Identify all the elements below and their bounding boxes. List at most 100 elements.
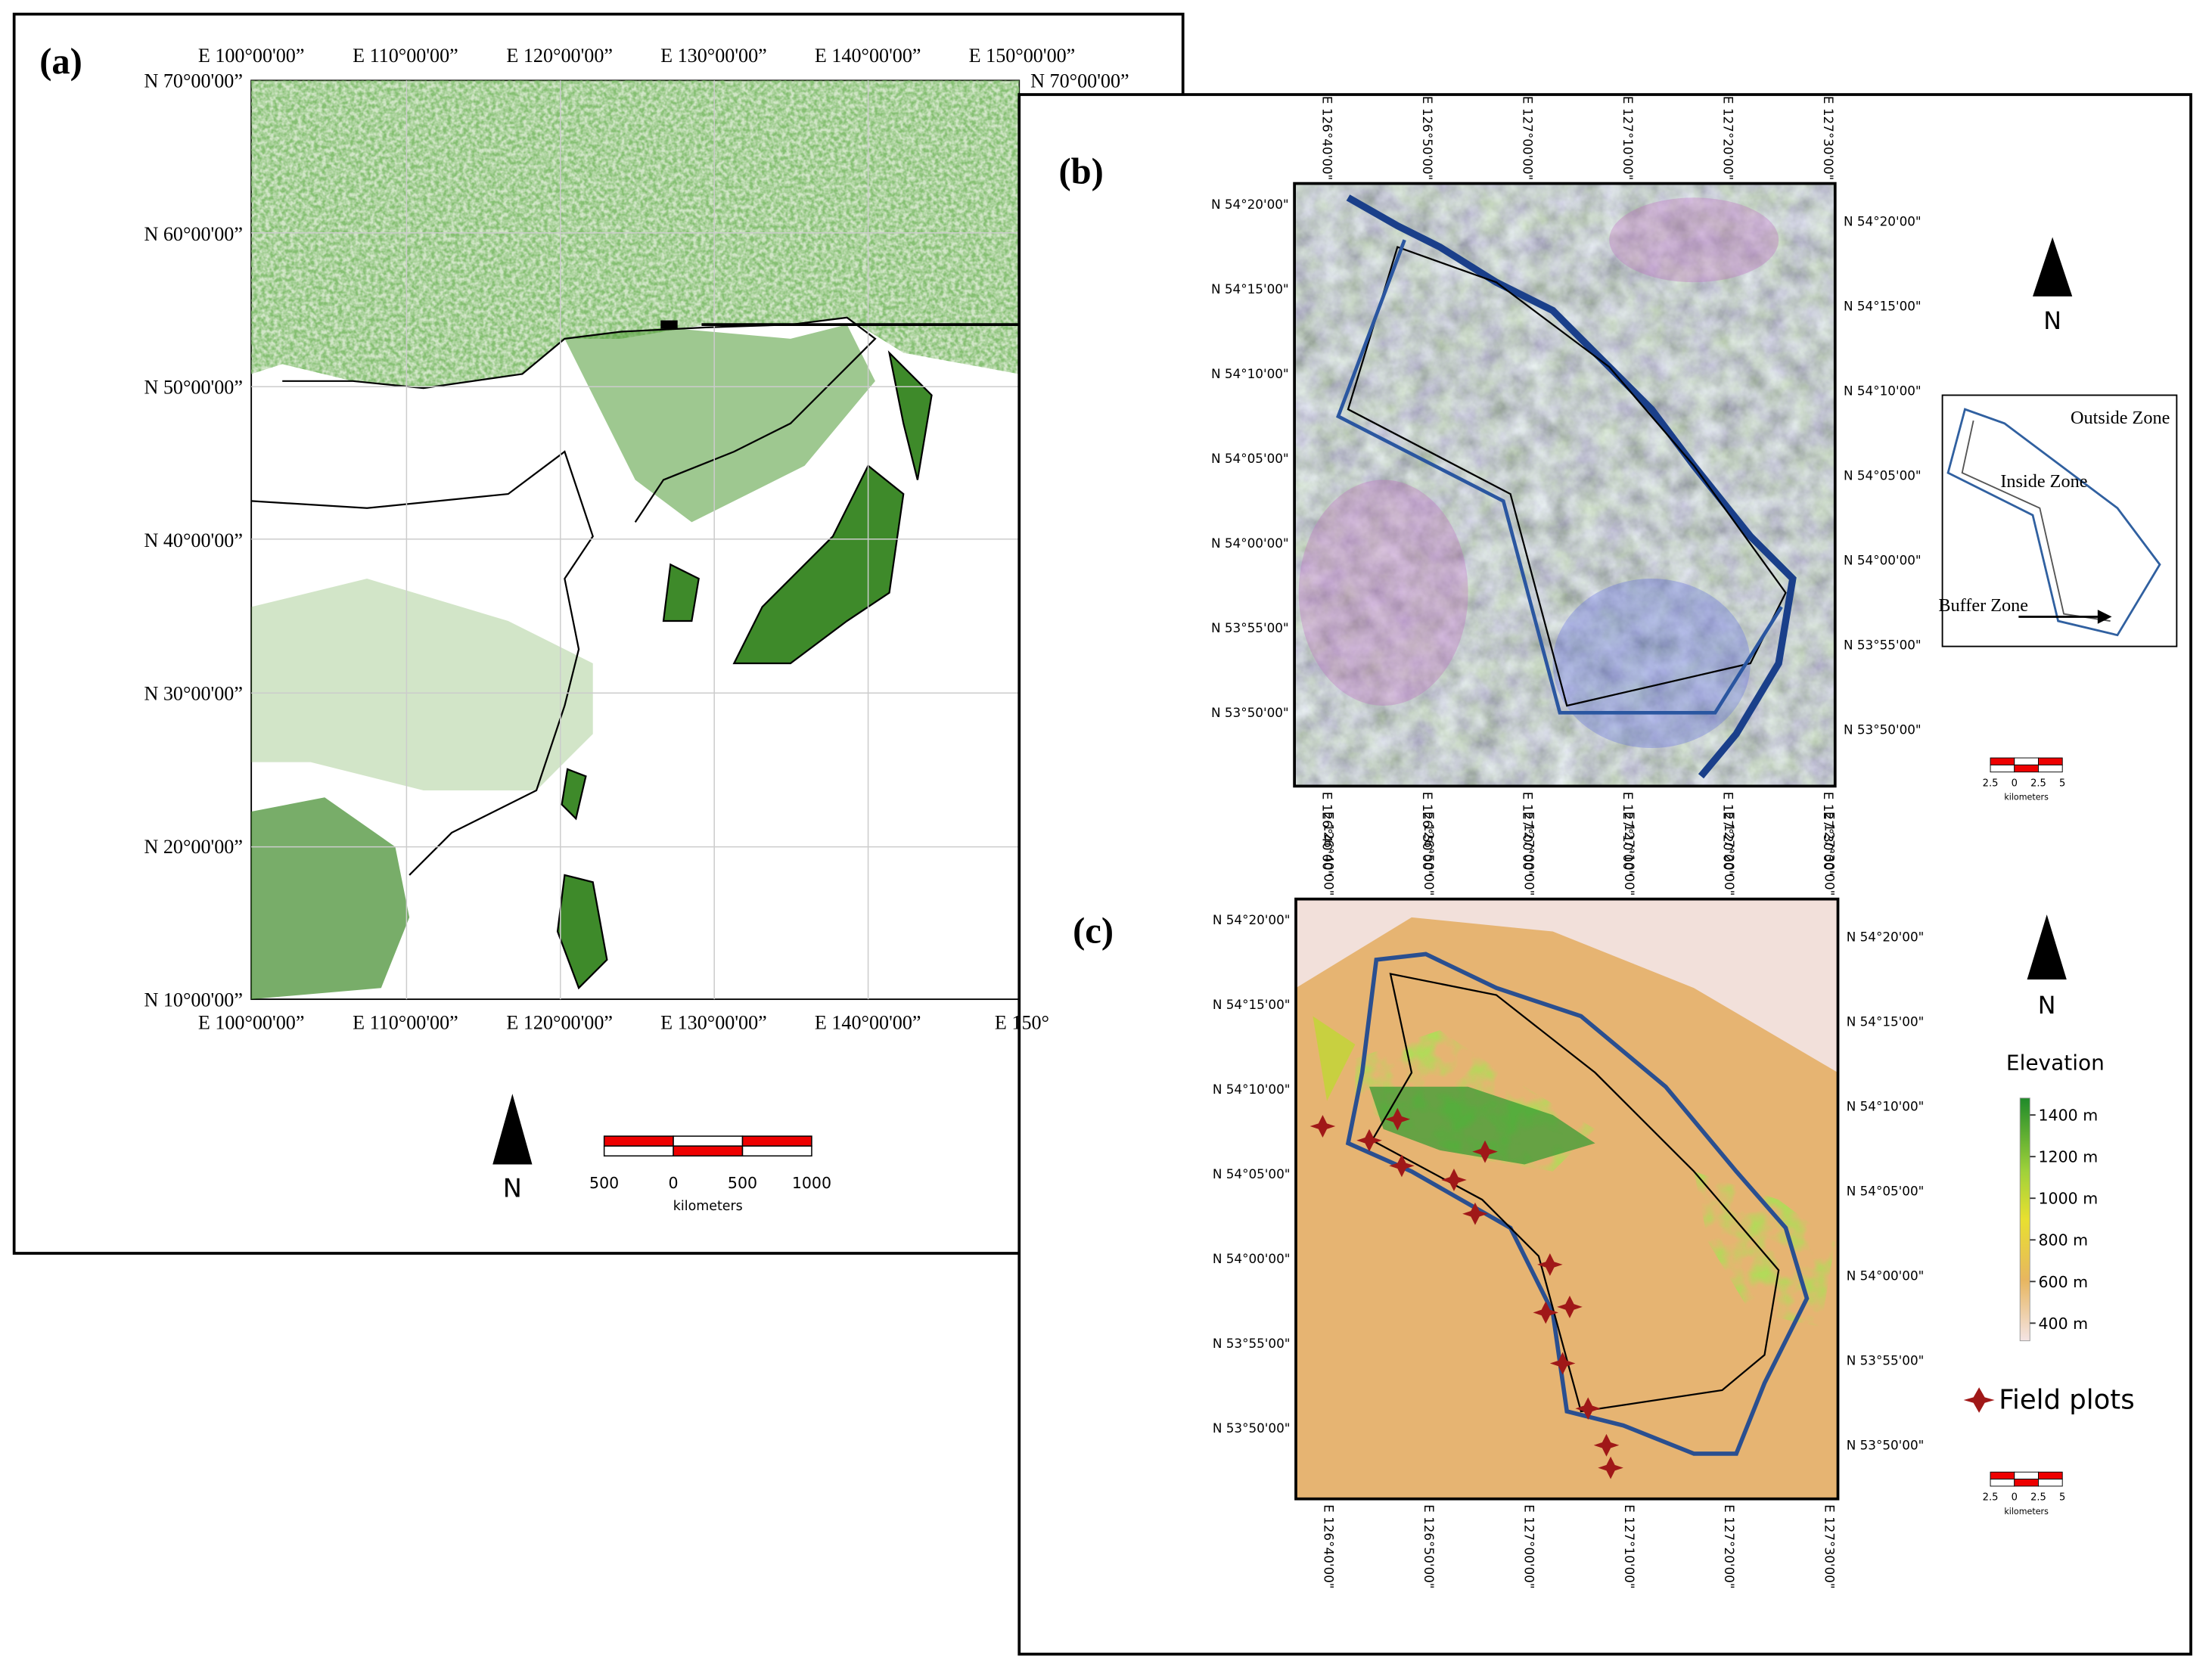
x-tick-label: E 127°00'00" bbox=[1521, 812, 1536, 896]
y-tick-label: N 54°20'00" bbox=[1844, 214, 1922, 229]
panel-a-map bbox=[250, 79, 1021, 1001]
x-tick-label: E 120°00'00” bbox=[506, 1011, 613, 1033]
scale-bar bbox=[2038, 764, 2063, 773]
scale-label: 0 bbox=[669, 1174, 679, 1192]
scale-label: 1000 bbox=[792, 1174, 831, 1192]
scale-bar bbox=[2038, 757, 2063, 765]
x-tick-label: E 126°40'00" bbox=[1319, 96, 1334, 180]
colorbar-label: 1400 m bbox=[2038, 1107, 2098, 1125]
x-tick-label: E 127°00'00" bbox=[1521, 1504, 1536, 1588]
scale-bar bbox=[2014, 1471, 2039, 1480]
y-tick-label: N 53°50'00" bbox=[1213, 1420, 1291, 1436]
x-tick-label: E 150°00'00” bbox=[969, 45, 1076, 67]
panel-c-map bbox=[1294, 897, 1840, 1501]
y-tick-label: N 53°55'00" bbox=[1213, 1336, 1291, 1351]
colorbar-label: 1000 m bbox=[2038, 1190, 2098, 1208]
x-tick-label: E 127°20'00" bbox=[1722, 812, 1737, 896]
y-tick-label: N 54°20'00" bbox=[1211, 197, 1289, 212]
scale-unit: kilometers bbox=[673, 1199, 743, 1214]
x-tick-label: E 127°20'00" bbox=[1720, 96, 1735, 180]
scale-label: 5 bbox=[2059, 1492, 2065, 1504]
zone-label: Outside Zone bbox=[2071, 408, 2170, 428]
north-arrow bbox=[2033, 237, 2073, 296]
x-tick-label: E 126°40'00" bbox=[1321, 1504, 1336, 1588]
y-tick-label: N 54°10'00" bbox=[1211, 366, 1289, 381]
colorbar-label: 600 m bbox=[2038, 1273, 2088, 1291]
y-tick-label: N 54°05'00" bbox=[1844, 467, 1922, 483]
scale-label: 5 bbox=[2059, 778, 2065, 789]
scale-bar bbox=[2038, 1479, 2063, 1487]
x-tick-label: E 127°30'00" bbox=[1821, 96, 1836, 180]
legend-title: Elevation bbox=[2006, 1050, 2105, 1075]
scale-label: 2.5 bbox=[2030, 778, 2046, 789]
y-tick-label: N 54°10'00" bbox=[1847, 1099, 1925, 1114]
y-tick-label: N 54°20'00" bbox=[1213, 912, 1291, 927]
scale-label: 500 bbox=[728, 1174, 757, 1192]
scale-unit: kilometers bbox=[2004, 1507, 2049, 1517]
field-plot-symbol bbox=[1963, 1387, 1995, 1413]
y-tick-label: N 30°00'00” bbox=[144, 683, 242, 705]
y-tick-label: N 53°50'00" bbox=[1844, 722, 1922, 737]
x-tick-label: E 126°40'00" bbox=[1321, 812, 1336, 896]
x-tick-label: E 100°00'00” bbox=[198, 45, 305, 67]
x-tick-label: E 127°00'00" bbox=[1520, 792, 1535, 876]
x-tick-label: E 130°00'00” bbox=[660, 45, 767, 67]
north-arrow bbox=[492, 1094, 533, 1165]
panel-label: (b) bbox=[1058, 152, 1103, 192]
north-label: N bbox=[2043, 308, 2061, 335]
scale-label: 0 bbox=[2012, 1492, 2018, 1504]
legend-label: Field plots bbox=[1999, 1384, 2134, 1415]
y-tick-label: N 40°00'00” bbox=[144, 529, 242, 551]
x-tick-label: E 130°00'00” bbox=[660, 1011, 767, 1033]
scale-label: 500 bbox=[589, 1174, 619, 1192]
panel-label: (a) bbox=[39, 42, 82, 82]
y-tick-label: N 54°05'00" bbox=[1211, 451, 1289, 466]
y-tick-label: N 54°15'00" bbox=[1211, 281, 1289, 296]
y-tick-label: N 54°15'00" bbox=[1213, 997, 1291, 1012]
y-tick-label: N 54°10'00" bbox=[1213, 1082, 1291, 1097]
north-arrow bbox=[2027, 914, 2067, 979]
scale-bar bbox=[1990, 1471, 2015, 1480]
colorbar-label: 400 m bbox=[2038, 1315, 2088, 1333]
x-tick-label: E 127°30'00" bbox=[1821, 792, 1836, 876]
elevation-colorbar bbox=[2019, 1097, 2030, 1342]
x-tick-label: E 140°00'00” bbox=[815, 45, 921, 67]
y-tick-label: N 54°20'00" bbox=[1847, 930, 1925, 945]
y-tick-label: N 53°55'00" bbox=[1844, 637, 1922, 652]
y-tick-label: N 20°00'00” bbox=[144, 836, 242, 858]
scale-bar bbox=[1990, 764, 2015, 773]
x-tick-label: E 127°10'00" bbox=[1620, 96, 1636, 180]
y-tick-label: N 53°50'00" bbox=[1211, 705, 1289, 720]
y-tick-label: N 50°00'00” bbox=[144, 377, 242, 399]
x-tick-label: E 140°00'00” bbox=[815, 1011, 921, 1033]
y-tick-label: N 54°15'00" bbox=[1844, 299, 1922, 314]
scale-label: 2.5 bbox=[2030, 1492, 2046, 1504]
colorbar-label: 800 m bbox=[2038, 1231, 2088, 1250]
scale-bar bbox=[2014, 1479, 2039, 1487]
zone-inset bbox=[1941, 394, 2178, 647]
x-tick-label: E 127°10'00" bbox=[1622, 1504, 1637, 1588]
scale-bar bbox=[2014, 757, 2039, 765]
north-label: N bbox=[503, 1173, 522, 1203]
scale-unit: kilometers bbox=[2004, 793, 2049, 803]
scale-label: 2.5 bbox=[1983, 1492, 1999, 1504]
x-tick-label: E 100°00'00” bbox=[198, 1011, 305, 1033]
scale-bar bbox=[1990, 757, 2015, 765]
y-tick-label: N 54°00'00" bbox=[1844, 552, 1922, 567]
north-label: N bbox=[2038, 992, 2056, 1020]
x-tick-label: E 120°00'00” bbox=[506, 45, 613, 67]
scale-bar bbox=[2038, 1471, 2063, 1480]
y-tick-label: N 10°00'00” bbox=[144, 989, 242, 1011]
x-tick-label: E 126°50'00" bbox=[1420, 792, 1435, 876]
scale-label: 2.5 bbox=[1983, 778, 1999, 789]
y-tick-label: N 54°00'00" bbox=[1211, 536, 1289, 551]
y-tick-label: N 54°05'00" bbox=[1847, 1183, 1925, 1198]
x-tick-label: E 126°50'00" bbox=[1421, 812, 1437, 896]
panel-label: (c) bbox=[1073, 911, 1114, 951]
y-tick-label: N 53°55'00" bbox=[1211, 620, 1289, 635]
y-tick-label: N 53°55'00" bbox=[1847, 1352, 1925, 1368]
y-tick-label: N 53°50'00" bbox=[1847, 1437, 1925, 1452]
x-tick-label: E 126°50'00" bbox=[1421, 1504, 1437, 1588]
